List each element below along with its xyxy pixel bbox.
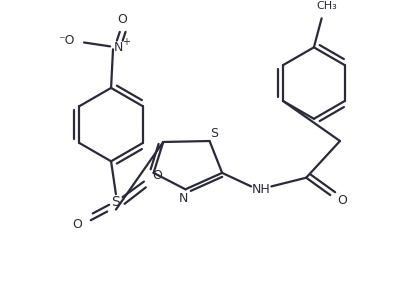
Text: O: O <box>72 218 82 231</box>
Text: O: O <box>152 169 162 182</box>
Text: N: N <box>179 192 188 205</box>
Text: NH: NH <box>251 183 270 196</box>
Text: S: S <box>112 195 120 209</box>
Text: +: + <box>122 37 131 47</box>
Text: O: O <box>118 13 128 26</box>
Text: O: O <box>337 194 347 207</box>
Text: ⁻O: ⁻O <box>58 34 75 47</box>
Text: CH₃: CH₃ <box>316 1 337 11</box>
Text: S: S <box>210 127 219 140</box>
Text: N: N <box>114 41 124 54</box>
